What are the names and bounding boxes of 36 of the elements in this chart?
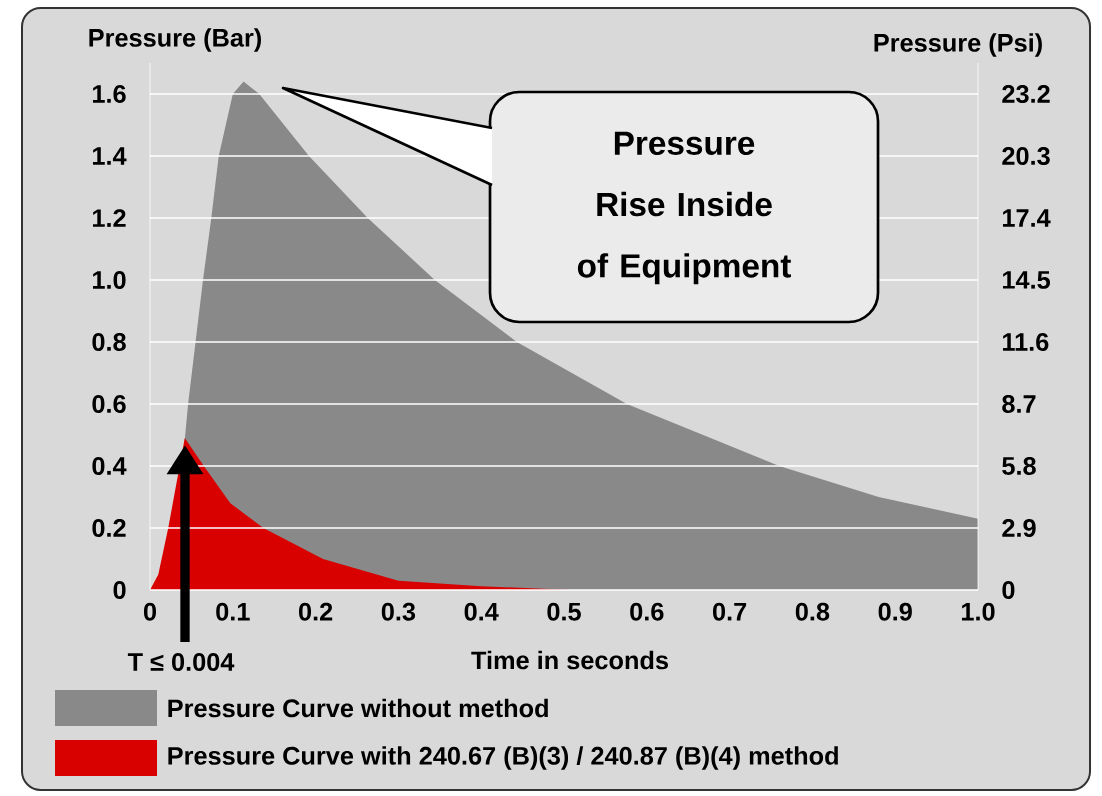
x-tick-label: 0.8: [795, 602, 830, 621]
y2-tick-label: 8.7: [1002, 395, 1036, 413]
y-tick-label: 1.2: [93, 209, 126, 227]
y2-tick-label: 2.9: [1002, 519, 1036, 537]
y2-tick-label: 23.2: [1002, 85, 1050, 103]
y-tick-label: 0.8: [92, 333, 126, 351]
y-tick-label: 0.6: [92, 395, 126, 413]
y2-tick-label: 20.3: [1002, 147, 1050, 165]
legend-label: Pressure Curve with 240.67 (B)(3) / 240.87 (B)(4) method: [168, 746, 838, 770]
y2-tick-label: 11.6: [1002, 333, 1049, 351]
y2-tick-label: 5.8: [1002, 457, 1036, 475]
x-tick-label: 0.6: [630, 602, 664, 621]
x-tick-label: 0.5: [547, 602, 581, 621]
y-tick-label: 1.4: [93, 147, 127, 165]
x-tick-label: 0.2: [299, 602, 333, 621]
y-tick-label: 1.0: [93, 271, 126, 289]
legend-label: Pressure Curve without method: [168, 698, 548, 718]
x-tick-label: 1.0: [961, 602, 995, 621]
x-tick-label: 0.3: [381, 602, 416, 621]
y2-axis-title: Pressure (Psi): [874, 33, 1042, 57]
y-axis-title: Pressure (Bar): [89, 28, 261, 52]
y-tick-label: 0.2: [92, 519, 126, 537]
x-tick-label: 0.1: [216, 602, 250, 621]
x-tick-label: 0: [143, 602, 157, 621]
y2-tick-label: 0: [1002, 581, 1015, 599]
y2-tick-label: 14.5: [1002, 271, 1050, 289]
x-tick-label: 0.9: [878, 602, 912, 621]
y2-tick-label: 17.4: [1002, 209, 1051, 227]
y-tick-label: 1.6: [93, 85, 126, 103]
text: T ≤ 0.004: [127, 653, 235, 671]
y-tick-label: 0.4: [92, 457, 127, 475]
x-tick-label: 0.4: [464, 602, 499, 621]
x-axis-title: Time in seconds: [471, 650, 668, 670]
x-tick-label: 0.7: [713, 602, 747, 621]
annotation: Pressure Rise Inside of Equipment: [577, 131, 791, 285]
y-tick-label: 0: [113, 581, 126, 599]
